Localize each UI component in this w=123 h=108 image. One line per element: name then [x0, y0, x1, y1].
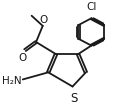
Text: Cl: Cl: [86, 2, 97, 12]
Text: O: O: [19, 53, 27, 63]
Text: H₂N: H₂N: [2, 76, 22, 86]
Text: O: O: [39, 15, 47, 25]
Text: S: S: [70, 92, 78, 105]
